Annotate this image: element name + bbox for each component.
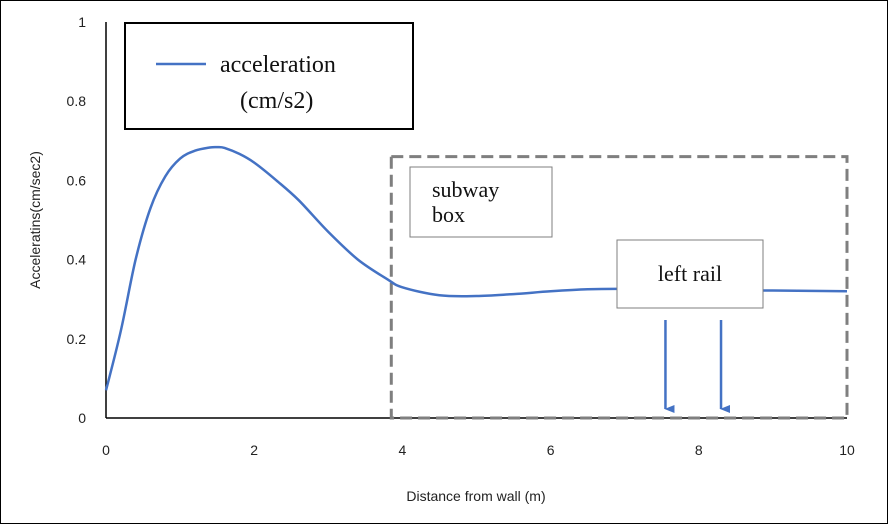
- legend: acceleration (cm/s2): [124, 22, 414, 130]
- left-rail-label: left rail: [616, 239, 764, 309]
- y-tick-label: 0.6: [67, 172, 87, 188]
- x-axis-title: Distance from wall (m): [406, 488, 545, 504]
- left-rail-arrows: [664, 320, 731, 413]
- x-tick-label: 8: [695, 442, 703, 458]
- x-tick-label: 4: [399, 442, 407, 458]
- left-rail-text: left rail: [658, 261, 722, 286]
- subway-box-label: subway box: [409, 166, 553, 238]
- y-tick-label: 0.8: [67, 93, 87, 109]
- legend-entry-label: acceleration: [220, 52, 336, 78]
- x-tick-label: 0: [102, 442, 110, 458]
- y-tick-label: 0: [78, 410, 86, 426]
- y-axis-title: Acceleratins(cm/sec2): [27, 151, 43, 289]
- legend-entry-unit: (cm/s2): [240, 88, 313, 114]
- y-tick-label: 0.2: [67, 331, 87, 347]
- x-tick-label: 2: [250, 442, 258, 458]
- subway-label-line1: subway: [432, 177, 499, 202]
- y-tick-labels: 0 0.2 0.4 0.6 0.8 1: [67, 14, 87, 426]
- y-tick-label: 0.4: [67, 252, 87, 268]
- x-tick-label: 6: [547, 442, 555, 458]
- subway-label-line2: box: [432, 202, 465, 227]
- y-tick-label: 1: [78, 14, 86, 30]
- x-tick-labels: 0 2 4 6 8 10: [102, 442, 855, 458]
- x-tick-label: 10: [839, 442, 855, 458]
- subway-box-outline: [389, 155, 849, 420]
